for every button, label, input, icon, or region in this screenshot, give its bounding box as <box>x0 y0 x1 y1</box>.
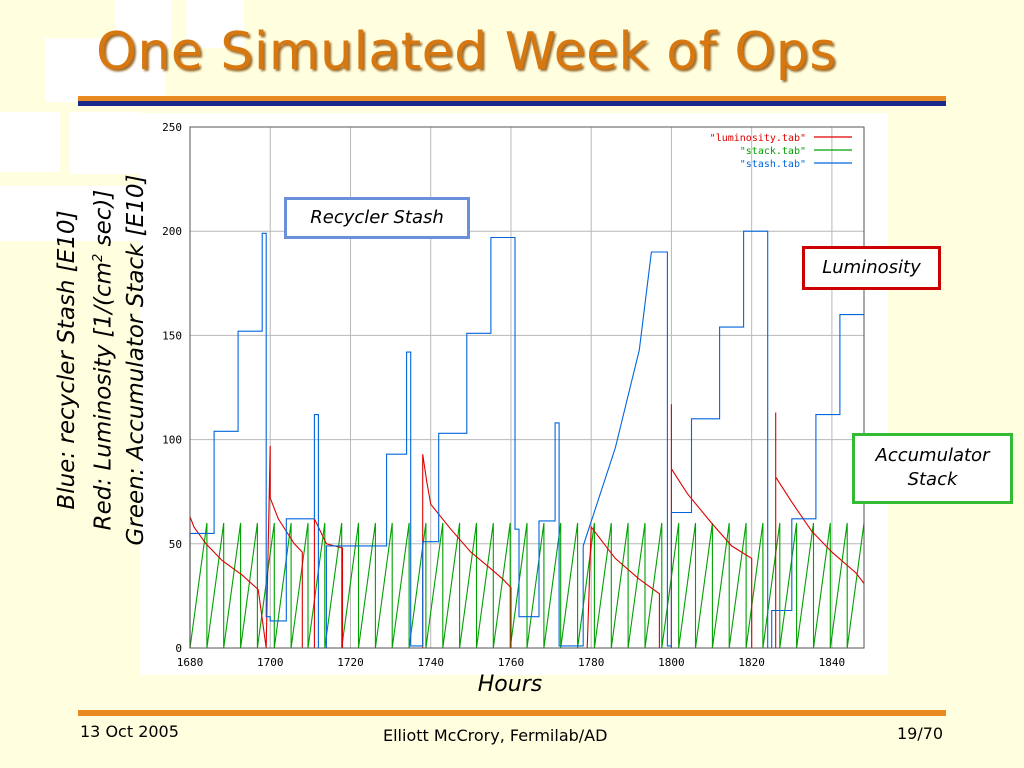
x-tick-label: 1840 <box>819 656 846 669</box>
legend-layer: "luminosity.tab" "stack.tab" "stash.tab" <box>710 133 852 170</box>
chart-panel: 1680 1700 1720 1740 1760 1780 1800 1820 1840 0 50 1… <box>140 113 888 675</box>
bg-block <box>70 112 140 174</box>
legend-label: "luminosity.tab" <box>710 133 806 144</box>
y-axis-label-line-2: Red: Luminosity [1/(cm2 sec)] <box>83 70 120 650</box>
slide-title: One Simulated Week of Ops <box>96 22 837 82</box>
x-tick-label: 1780 <box>578 656 605 669</box>
luminosity-stack-stash-chart: 1680 1700 1720 1740 1760 1780 1800 1820 1840 0 50 1… <box>162 121 865 669</box>
legend-label: "stash.tab" <box>740 159 806 170</box>
callout-luminosity-text: Luminosity <box>822 257 921 278</box>
x-tick-label: 1800 <box>658 656 685 669</box>
title-rule-orange <box>78 96 946 101</box>
y-axis-label: Blue: recycler Stash [E10] Red: Luminosi… <box>51 70 171 650</box>
y-tick-label: 150 <box>162 329 182 342</box>
x-tick-label: 1760 <box>498 656 525 669</box>
bg-block <box>0 112 60 172</box>
footer-rule <box>78 710 946 716</box>
bg-block <box>186 0 244 48</box>
callout-accumulator-stack: Accumulator Stack <box>852 433 1013 504</box>
y-axis-label-line-2a: Red: Luminosity [1/(cm <box>90 262 117 531</box>
bg-block <box>0 186 140 241</box>
title-rule-blue <box>78 101 946 106</box>
series-line-0 <box>189 404 865 649</box>
y-axis-label-line-3: Green: Accumulator Stack [E10] <box>122 174 149 546</box>
y-tick-label: 0 <box>175 642 182 655</box>
x-tick-label: 1720 <box>337 656 364 669</box>
y-tick-label: 100 <box>162 434 182 447</box>
x-tick-label: 1700 <box>257 656 284 669</box>
series-line-1 <box>189 522 865 649</box>
y-tick-label: 200 <box>162 225 182 238</box>
callout-accumulator-line1: Accumulator <box>875 445 990 466</box>
axis-layer: 1680 1700 1720 1740 1760 1780 1800 1820 1840 0 50 1… <box>162 121 865 669</box>
callout-recycler-stash-text: Recycler Stash <box>310 207 444 228</box>
series-line-2 <box>189 230 864 649</box>
y-axis-label-line-2b: 2 <box>91 253 106 262</box>
footer-date: 13 Oct 2005 <box>80 722 179 741</box>
series-layer <box>189 230 865 649</box>
y-tick-label: 50 <box>169 538 182 551</box>
callout-accumulator-line2: Stack <box>907 469 958 490</box>
y-axis-label-line-1: Blue: recycler Stash [E10] <box>54 210 80 510</box>
plot-frame <box>189 126 865 649</box>
callout-recycler-stash: Recycler Stash <box>284 197 470 239</box>
x-tick-label: 1680 <box>177 656 204 669</box>
bg-block <box>45 38 165 102</box>
x-tick-label: 1820 <box>738 656 765 669</box>
y-tick-label: 250 <box>162 121 182 134</box>
legend-label: "stack.tab" <box>740 146 806 157</box>
footer-author: Elliott McCrory, Fermilab/AD <box>383 726 608 745</box>
footer-page-number: 19/70 <box>897 724 944 743</box>
x-tick-label: 1740 <box>417 656 444 669</box>
callout-luminosity: Luminosity <box>802 246 941 290</box>
x-axis-label: Hours <box>477 672 543 697</box>
y-axis-label-line-2c: sec)] <box>90 189 117 254</box>
